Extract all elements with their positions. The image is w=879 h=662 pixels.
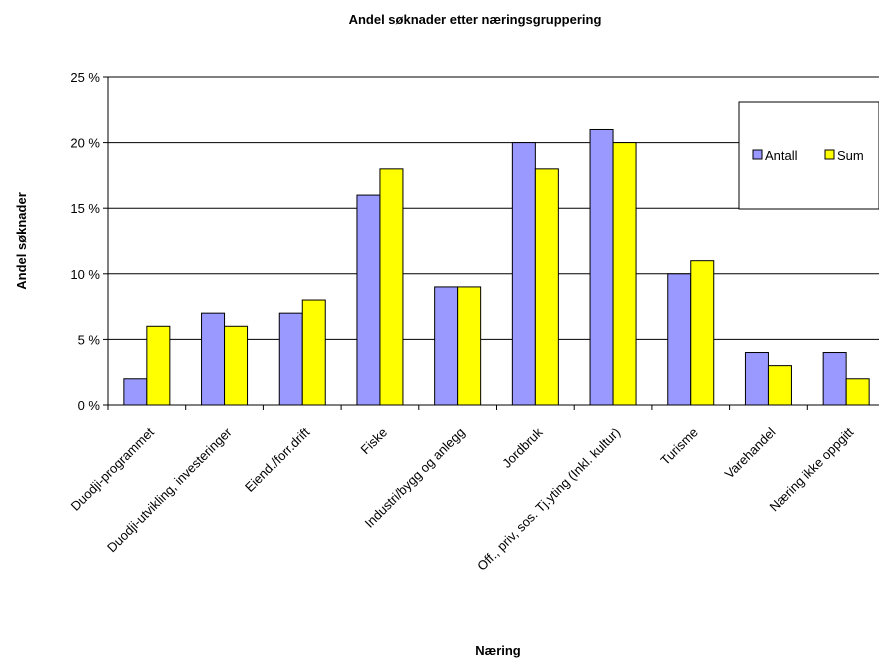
bar-antall <box>667 273 692 406</box>
y-axis-ticks: 0 % 5 % 10 % 15 % 20 % 25 % <box>70 70 108 413</box>
bar-antall <box>201 312 226 406</box>
bar-sum <box>690 260 715 406</box>
bar-sum <box>534 168 559 406</box>
legend-label-antall: Antall <box>765 148 798 163</box>
bar-sum <box>612 142 637 406</box>
legend-swatch-antall <box>752 149 763 160</box>
legend-swatch-sum <box>824 149 835 160</box>
y-tick-label: 0 % <box>78 398 101 413</box>
y-tick-label: 5 % <box>78 332 101 347</box>
bar-sum <box>146 325 171 406</box>
bars <box>123 128 870 406</box>
bar-sum <box>457 286 482 406</box>
bar-antall <box>278 312 303 406</box>
y-tick-label: 20 % <box>70 136 100 151</box>
y-tick-label: 15 % <box>70 201 100 216</box>
y-axis-title: Andel søknader <box>14 192 29 290</box>
x-tick-label: Off., priv, sos. Tj.yting (Inkl. kultur) <box>474 425 623 574</box>
bar-antall <box>356 194 381 406</box>
y-tick-label: 10 % <box>70 267 100 282</box>
bar-sum <box>767 365 792 406</box>
x-tick-label: Duodji-utvikling, investeringer <box>104 424 235 555</box>
legend: Antall Sum <box>738 101 879 210</box>
bar-sum <box>301 299 326 406</box>
x-tick-label: Varehandel <box>722 424 779 481</box>
bar-sum <box>845 378 870 406</box>
x-tick-label: Duodji-programmet <box>68 424 158 514</box>
x-tick-label: Fiske <box>358 425 391 458</box>
bar-sum <box>224 325 249 406</box>
bar-antall <box>744 352 769 406</box>
x-tick-label: Jordbruk <box>499 424 546 471</box>
bar-antall <box>589 128 614 406</box>
y-tick-label: 25 % <box>70 70 100 85</box>
chart-title: Andel søknader etter næringsgruppering <box>349 12 602 27</box>
x-tick-label: Turisme <box>657 425 700 468</box>
bar-sum <box>379 168 404 406</box>
x-tick-label: Næring ikke oppgitt <box>766 424 856 514</box>
x-axis-title: Næring <box>475 643 521 658</box>
bar-antall <box>511 142 536 406</box>
bar-antall <box>434 286 459 406</box>
x-tick-label: Eiend./forr.drift <box>242 424 313 495</box>
bar-antall <box>123 378 148 406</box>
bar-antall <box>822 352 847 406</box>
legend-label-sum: Sum <box>837 148 864 163</box>
